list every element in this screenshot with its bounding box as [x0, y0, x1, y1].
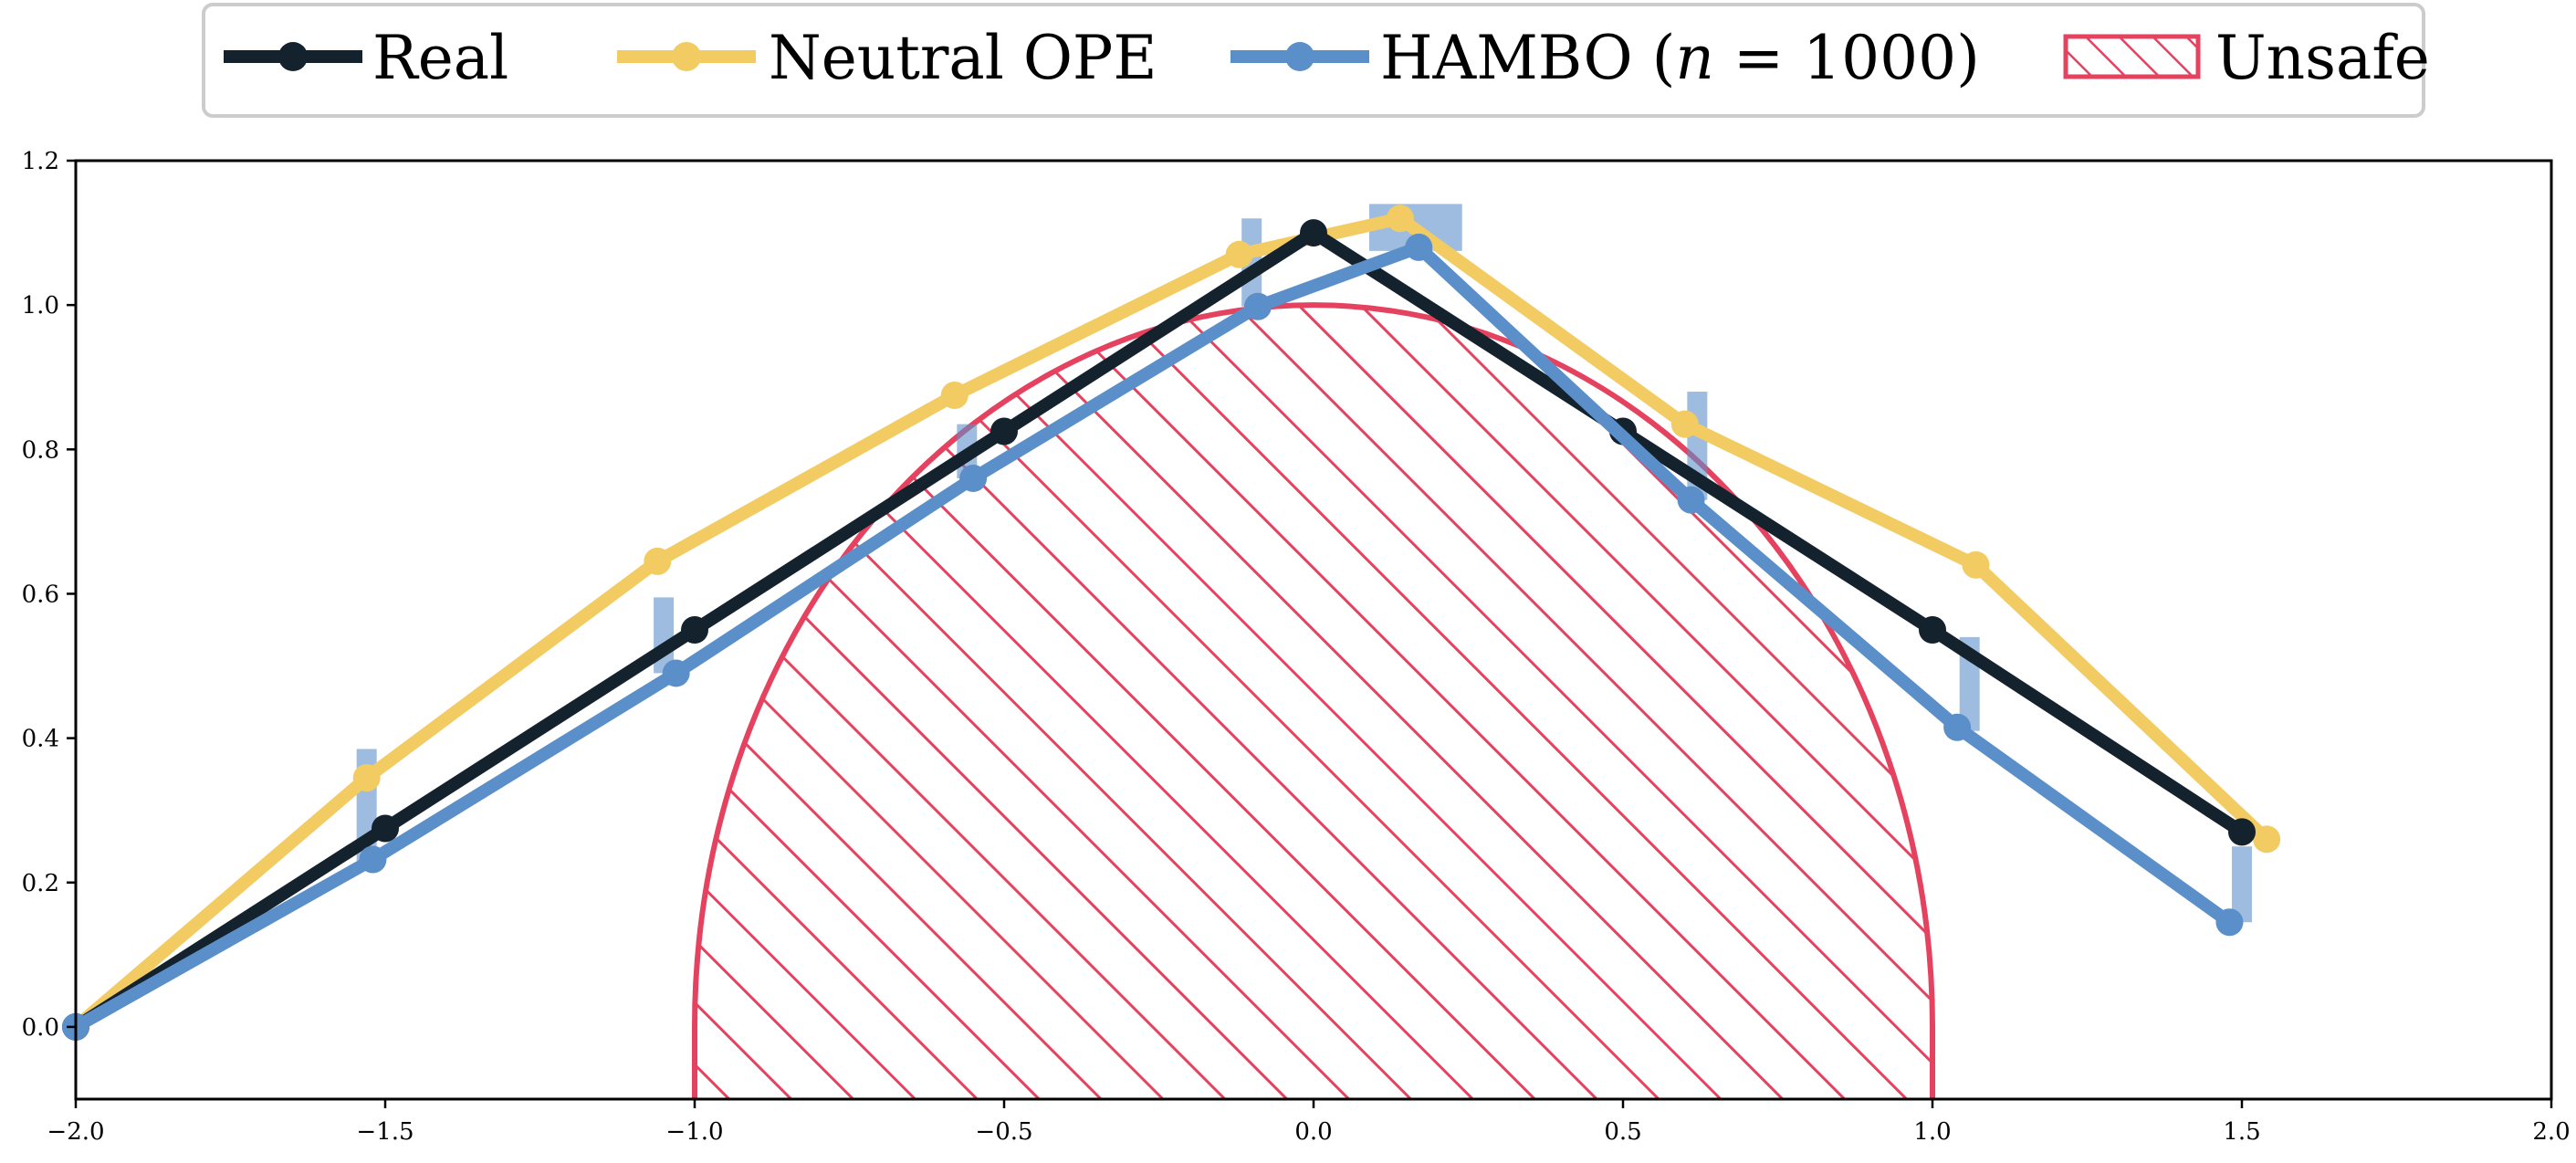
error-bar-7	[2232, 846, 2252, 923]
point-neutral-2	[644, 547, 672, 575]
series-layer	[62, 204, 2281, 1041]
unsafe-region-fill	[695, 305, 1932, 1099]
legend-marker-real	[278, 42, 308, 71]
unsafe-region-outline	[692, 302, 1935, 1099]
point-neutral-8	[2253, 825, 2281, 854]
point-hambo-5	[1405, 233, 1433, 261]
legend-item-real: Real	[224, 23, 508, 93]
point-real-2	[681, 616, 708, 644]
legend: Real Neutral OPE HAMBO (n = 1000) Unsafe	[202, 3, 2430, 118]
y-tick-label-3: 0.6	[22, 581, 59, 608]
x-tick-label-4: 0.0	[1294, 1118, 1332, 1146]
point-neutral-7	[1962, 550, 1990, 579]
point-hambo-7	[1943, 713, 1972, 741]
x-axis: −2.0 −1.5 −1.0 −0.5 0.0 0.5 1.0 1.5 2.0	[47, 1099, 2571, 1146]
x-tick-label-0: −2.0	[47, 1118, 104, 1146]
y-tick-label-6: 1.2	[22, 148, 59, 175]
x-tick-label-7: 1.5	[2223, 1118, 2260, 1146]
point-real-1	[372, 814, 399, 843]
legend-marker-neutral	[672, 42, 701, 71]
error-bar-3	[1241, 218, 1262, 307]
point-hambo-4	[1243, 292, 1272, 320]
point-hambo-3	[959, 464, 988, 492]
legend-marker-hambo	[1285, 42, 1314, 71]
legend-item-unsafe: Unsafe	[2063, 23, 2430, 93]
x-tick-label-2: −1.0	[665, 1118, 723, 1146]
legend-swatch-unsafe	[2063, 34, 2201, 79]
unsafe-region-layer	[692, 302, 1935, 1099]
x-tick-label-8: 2.0	[2532, 1118, 2570, 1146]
legend-item-neutral: Neutral OPE	[617, 23, 1157, 93]
legend-label-unsafe: Unsafe	[2215, 23, 2430, 93]
y-tick-label-0: 0.0	[22, 1014, 59, 1042]
legend-label-hambo: HAMBO (n = 1000)	[1380, 23, 1980, 93]
point-real-4	[1300, 219, 1327, 247]
point-real-6	[1919, 616, 1946, 644]
point-hambo-8	[2215, 908, 2244, 937]
point-real-7	[2228, 818, 2256, 846]
y-tick-label-1: 0.2	[22, 870, 59, 897]
y-tick-label-2: 0.4	[22, 726, 59, 753]
point-neutral-1	[352, 764, 381, 792]
point-hambo-2	[662, 659, 690, 687]
point-real-3	[990, 417, 1018, 445]
legend-item-hambo: HAMBO (n = 1000)	[1230, 23, 1980, 93]
y-tick-label-5: 1.0	[22, 292, 59, 320]
point-hambo-1	[359, 845, 387, 874]
point-hambo-6	[1677, 486, 1705, 514]
point-neutral-6	[1670, 410, 1699, 438]
point-neutral-3	[940, 382, 969, 409]
x-tick-label-6: 1.0	[1913, 1118, 1951, 1146]
legend-label-real: Real	[372, 23, 508, 93]
legend-label-neutral: Neutral OPE	[769, 23, 1157, 93]
point-neutral-5	[1386, 204, 1414, 233]
x-tick-label-3: −0.5	[975, 1118, 1032, 1146]
series-line-real	[69, 226, 2248, 1033]
series-hambo	[62, 233, 2244, 1041]
point-neutral-4	[1225, 240, 1253, 268]
y-tick-label-4: 0.8	[22, 436, 59, 464]
x-tick-label-5: 0.5	[1604, 1118, 1641, 1146]
x-tick-label-1: −1.5	[356, 1118, 414, 1146]
y-axis: 0.0 0.2 0.4 0.6 0.8 1.0 1.2	[22, 148, 76, 1042]
